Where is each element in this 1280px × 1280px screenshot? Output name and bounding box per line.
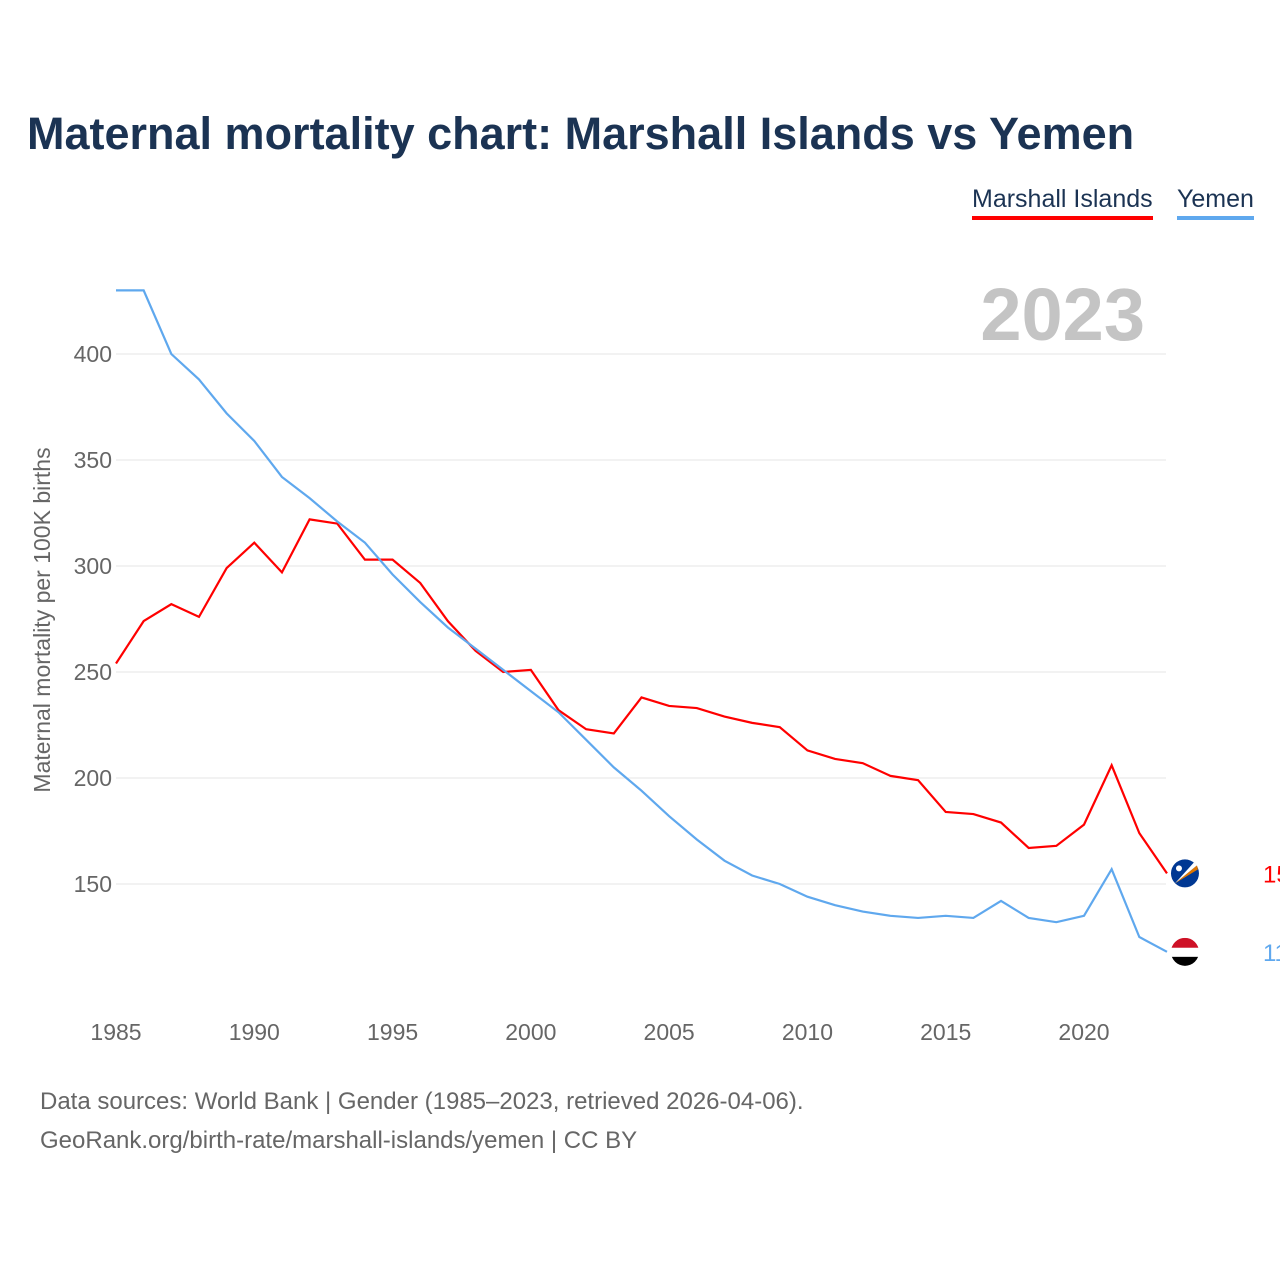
y-tick-label: 300	[74, 553, 112, 579]
x-tick-label: 1985	[90, 1019, 141, 1045]
y-axis-label: Maternal mortality per 100K births	[29, 447, 55, 792]
y-tick-label: 350	[74, 447, 112, 473]
y-tick-label: 400	[74, 341, 112, 367]
y-tick-label: 150	[74, 871, 112, 897]
x-tick-label: 2010	[782, 1019, 833, 1045]
line-chart: 2023 Maternal mortality per 100K births …	[29, 273, 1280, 1045]
series-line-yemen	[116, 289, 1168, 953]
x-tick-label: 1995	[367, 1019, 418, 1045]
footer-sources: Data sources: World Bank | Gender (1985–…	[40, 1088, 804, 1115]
yemen-flag-icon	[1170, 937, 1199, 966]
year-watermark: 2023	[980, 273, 1145, 356]
y-tick-label: 200	[74, 765, 112, 791]
y-tick-label: 250	[74, 659, 112, 685]
x-tick-label: 2015	[920, 1019, 971, 1045]
legend-yemen[interactable]: Yemen	[1177, 185, 1254, 220]
end-value-label: 118	[1263, 940, 1280, 967]
series-line-marshall-islands	[115, 518, 1168, 875]
footer-url[interactable]: GeoRank.org/birth-rate/marshall-islands/…	[40, 1127, 638, 1154]
x-tick-label: 2020	[1058, 1019, 1109, 1045]
marshall-islands-flag-icon	[1170, 859, 1199, 888]
chart-title: Maternal mortality chart: Marshall Islan…	[27, 108, 1135, 159]
legend-marshall-islands[interactable]: Marshall Islands	[972, 185, 1153, 220]
x-tick-label: 2000	[505, 1019, 556, 1045]
x-tick-label: 2005	[644, 1019, 695, 1045]
end-value-label: 155	[1263, 861, 1280, 888]
x-tick-label: 1990	[229, 1019, 280, 1045]
